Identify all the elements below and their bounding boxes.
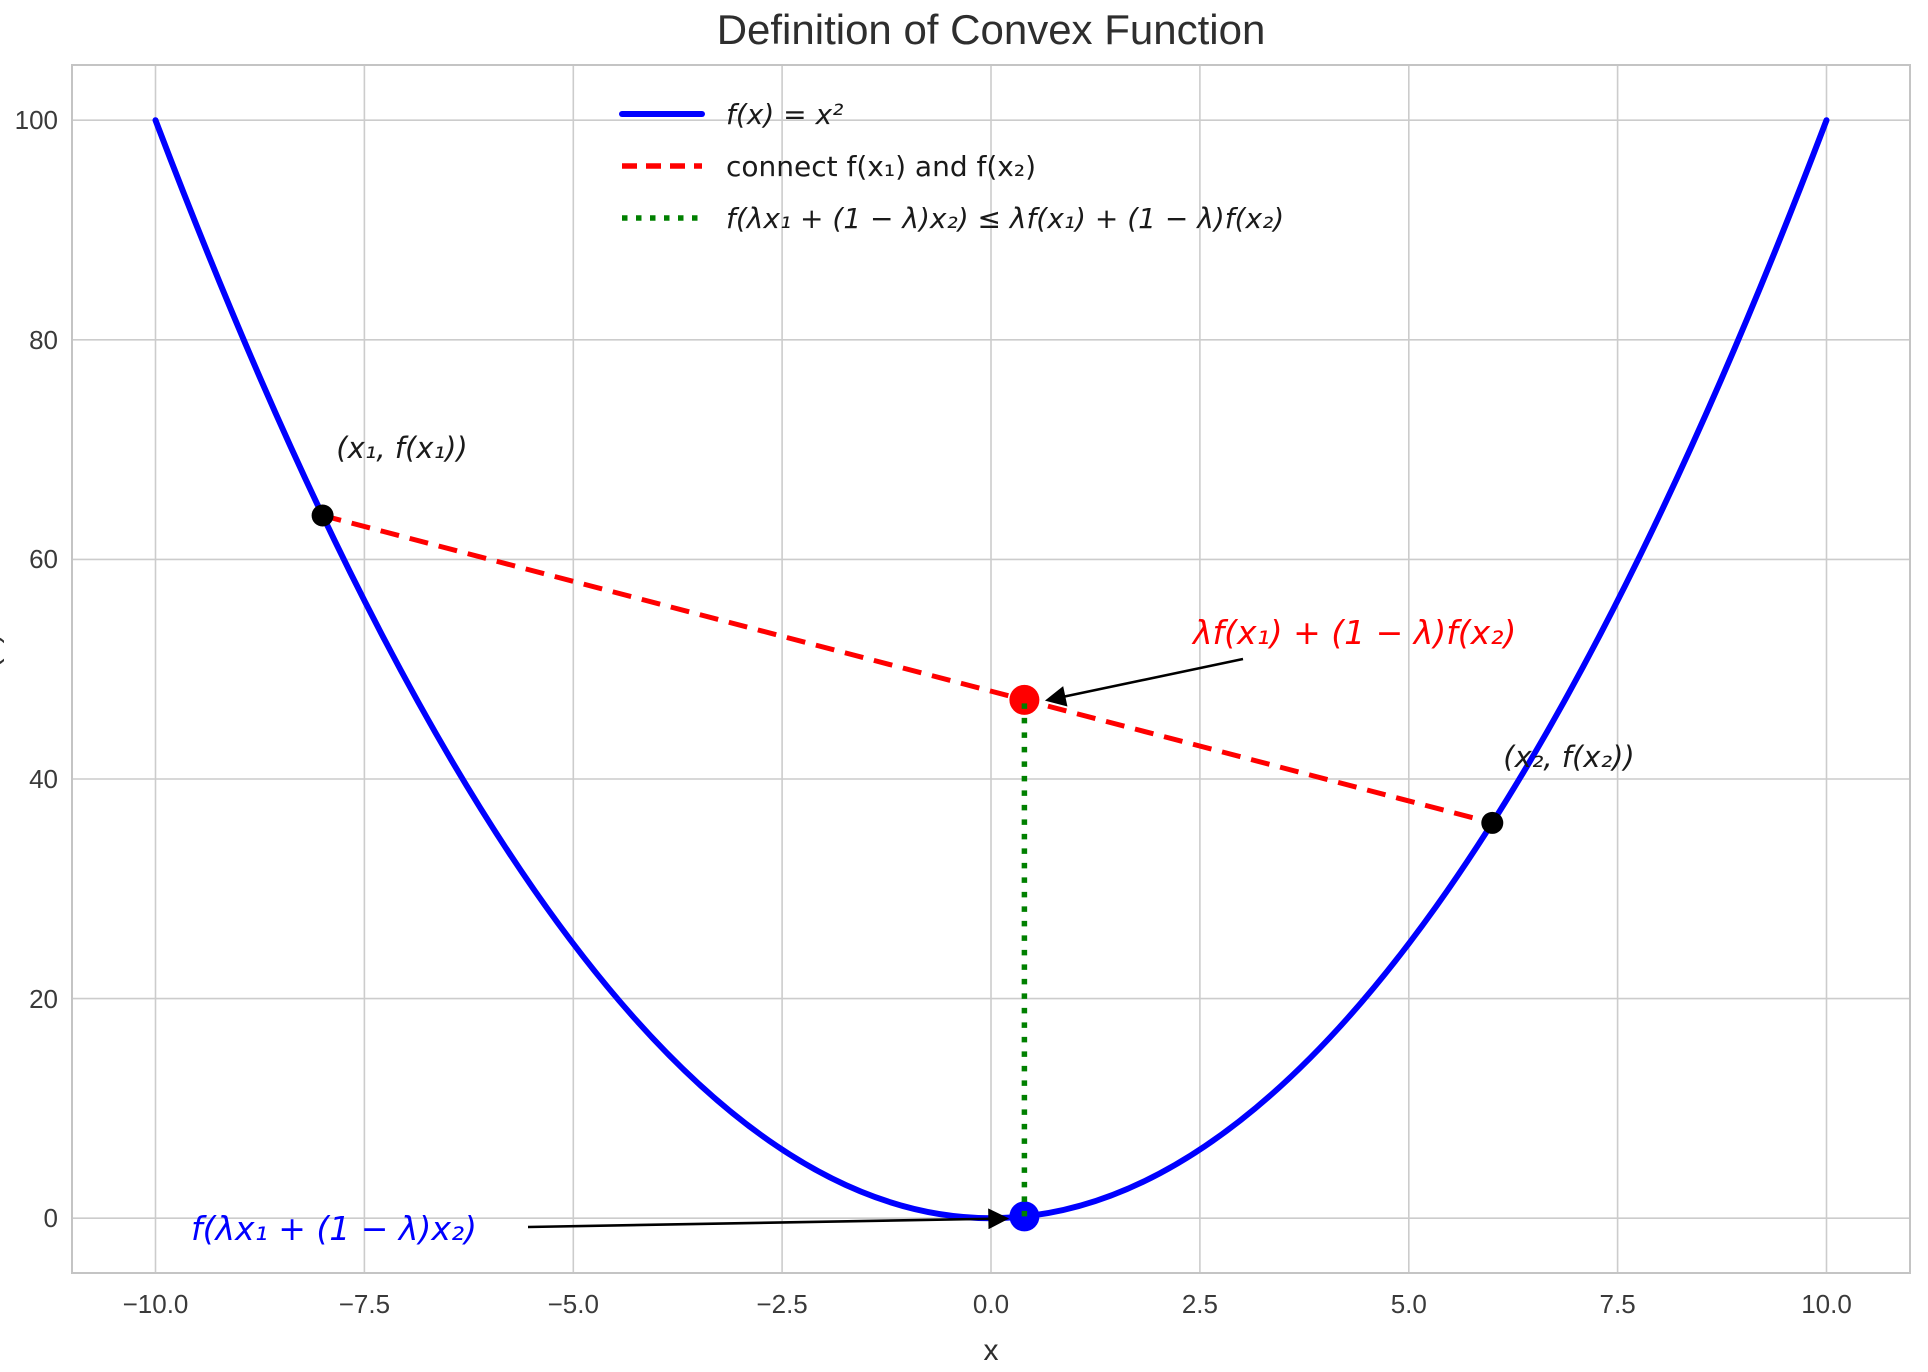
x-tick-label: −5.0 bbox=[548, 1289, 599, 1319]
point-x2 bbox=[1481, 811, 1504, 834]
legend-item-curve: f(x) = x² bbox=[619, 98, 843, 131]
y-tick-label: 60 bbox=[29, 544, 58, 574]
chord-value-annotation: λf(x₁) + (1 − λ)f(x₂) bbox=[1191, 613, 1516, 652]
legend: f(x) = x² connect f(x₁) and f(x₂) f(λx₁ … bbox=[619, 98, 1284, 235]
y-tick-label: 100 bbox=[15, 105, 58, 135]
x-tick-label: 5.0 bbox=[1391, 1289, 1427, 1319]
x-tick-label: 10.0 bbox=[1801, 1289, 1852, 1319]
chart-title: Definition of Convex Function bbox=[717, 6, 1266, 53]
chord-line bbox=[321, 513, 1493, 826]
y-tick-label: 0 bbox=[44, 1203, 58, 1233]
x-tick-label: −10.0 bbox=[123, 1289, 189, 1319]
x-axis-label: x bbox=[984, 1334, 999, 1367]
x-axis-ticks: −10.0 −7.5 −5.0 −2.5 0.0 2.5 5.0 7.5 10.… bbox=[123, 1289, 1852, 1319]
x-tick-label: 0.0 bbox=[973, 1289, 1009, 1319]
point-x1 bbox=[311, 504, 334, 527]
point-x1-label: (x₁, f(x₁)) bbox=[336, 431, 467, 465]
y-tick-label: 40 bbox=[29, 764, 58, 794]
plot-border bbox=[71, 64, 1911, 1274]
curve-value-annotation: f(λx₁ + (1 − λ)x₂) bbox=[191, 1209, 477, 1248]
legend-label-inequality: f(λx₁ + (1 − λ)x₂) ≤ λf(x₁) + (1 − λ)f(x… bbox=[726, 202, 1284, 235]
x-tick-label: −2.5 bbox=[756, 1289, 807, 1319]
legend-item-inequality: f(λx₁ + (1 − λ)x₂) ≤ λf(x₁) + (1 − λ)f(x… bbox=[622, 202, 1284, 235]
chord-annotation-arrow bbox=[1044, 657, 1244, 707]
y-tick-label: 20 bbox=[29, 984, 58, 1014]
x-tick-label: 2.5 bbox=[1182, 1289, 1218, 1319]
y-axis-label: f(x) bbox=[0, 633, 5, 676]
x-tick-label: 7.5 bbox=[1600, 1289, 1636, 1319]
x-tick-label: −7.5 bbox=[339, 1289, 390, 1319]
chord-value-point bbox=[1009, 684, 1040, 715]
point-x2-label: (x₂, f(x₂)) bbox=[1503, 740, 1634, 774]
y-tick-label: 80 bbox=[29, 325, 58, 355]
legend-label-curve: f(x) = x² bbox=[726, 98, 843, 131]
legend-item-chord: connect f(x₁) and f(x₂) bbox=[622, 150, 1036, 183]
legend-label-chord: connect f(x₁) and f(x₂) bbox=[726, 150, 1036, 183]
y-axis-ticks: 100 80 60 40 20 0 bbox=[15, 105, 58, 1233]
curve-annotation-arrow bbox=[527, 1208, 1010, 1230]
